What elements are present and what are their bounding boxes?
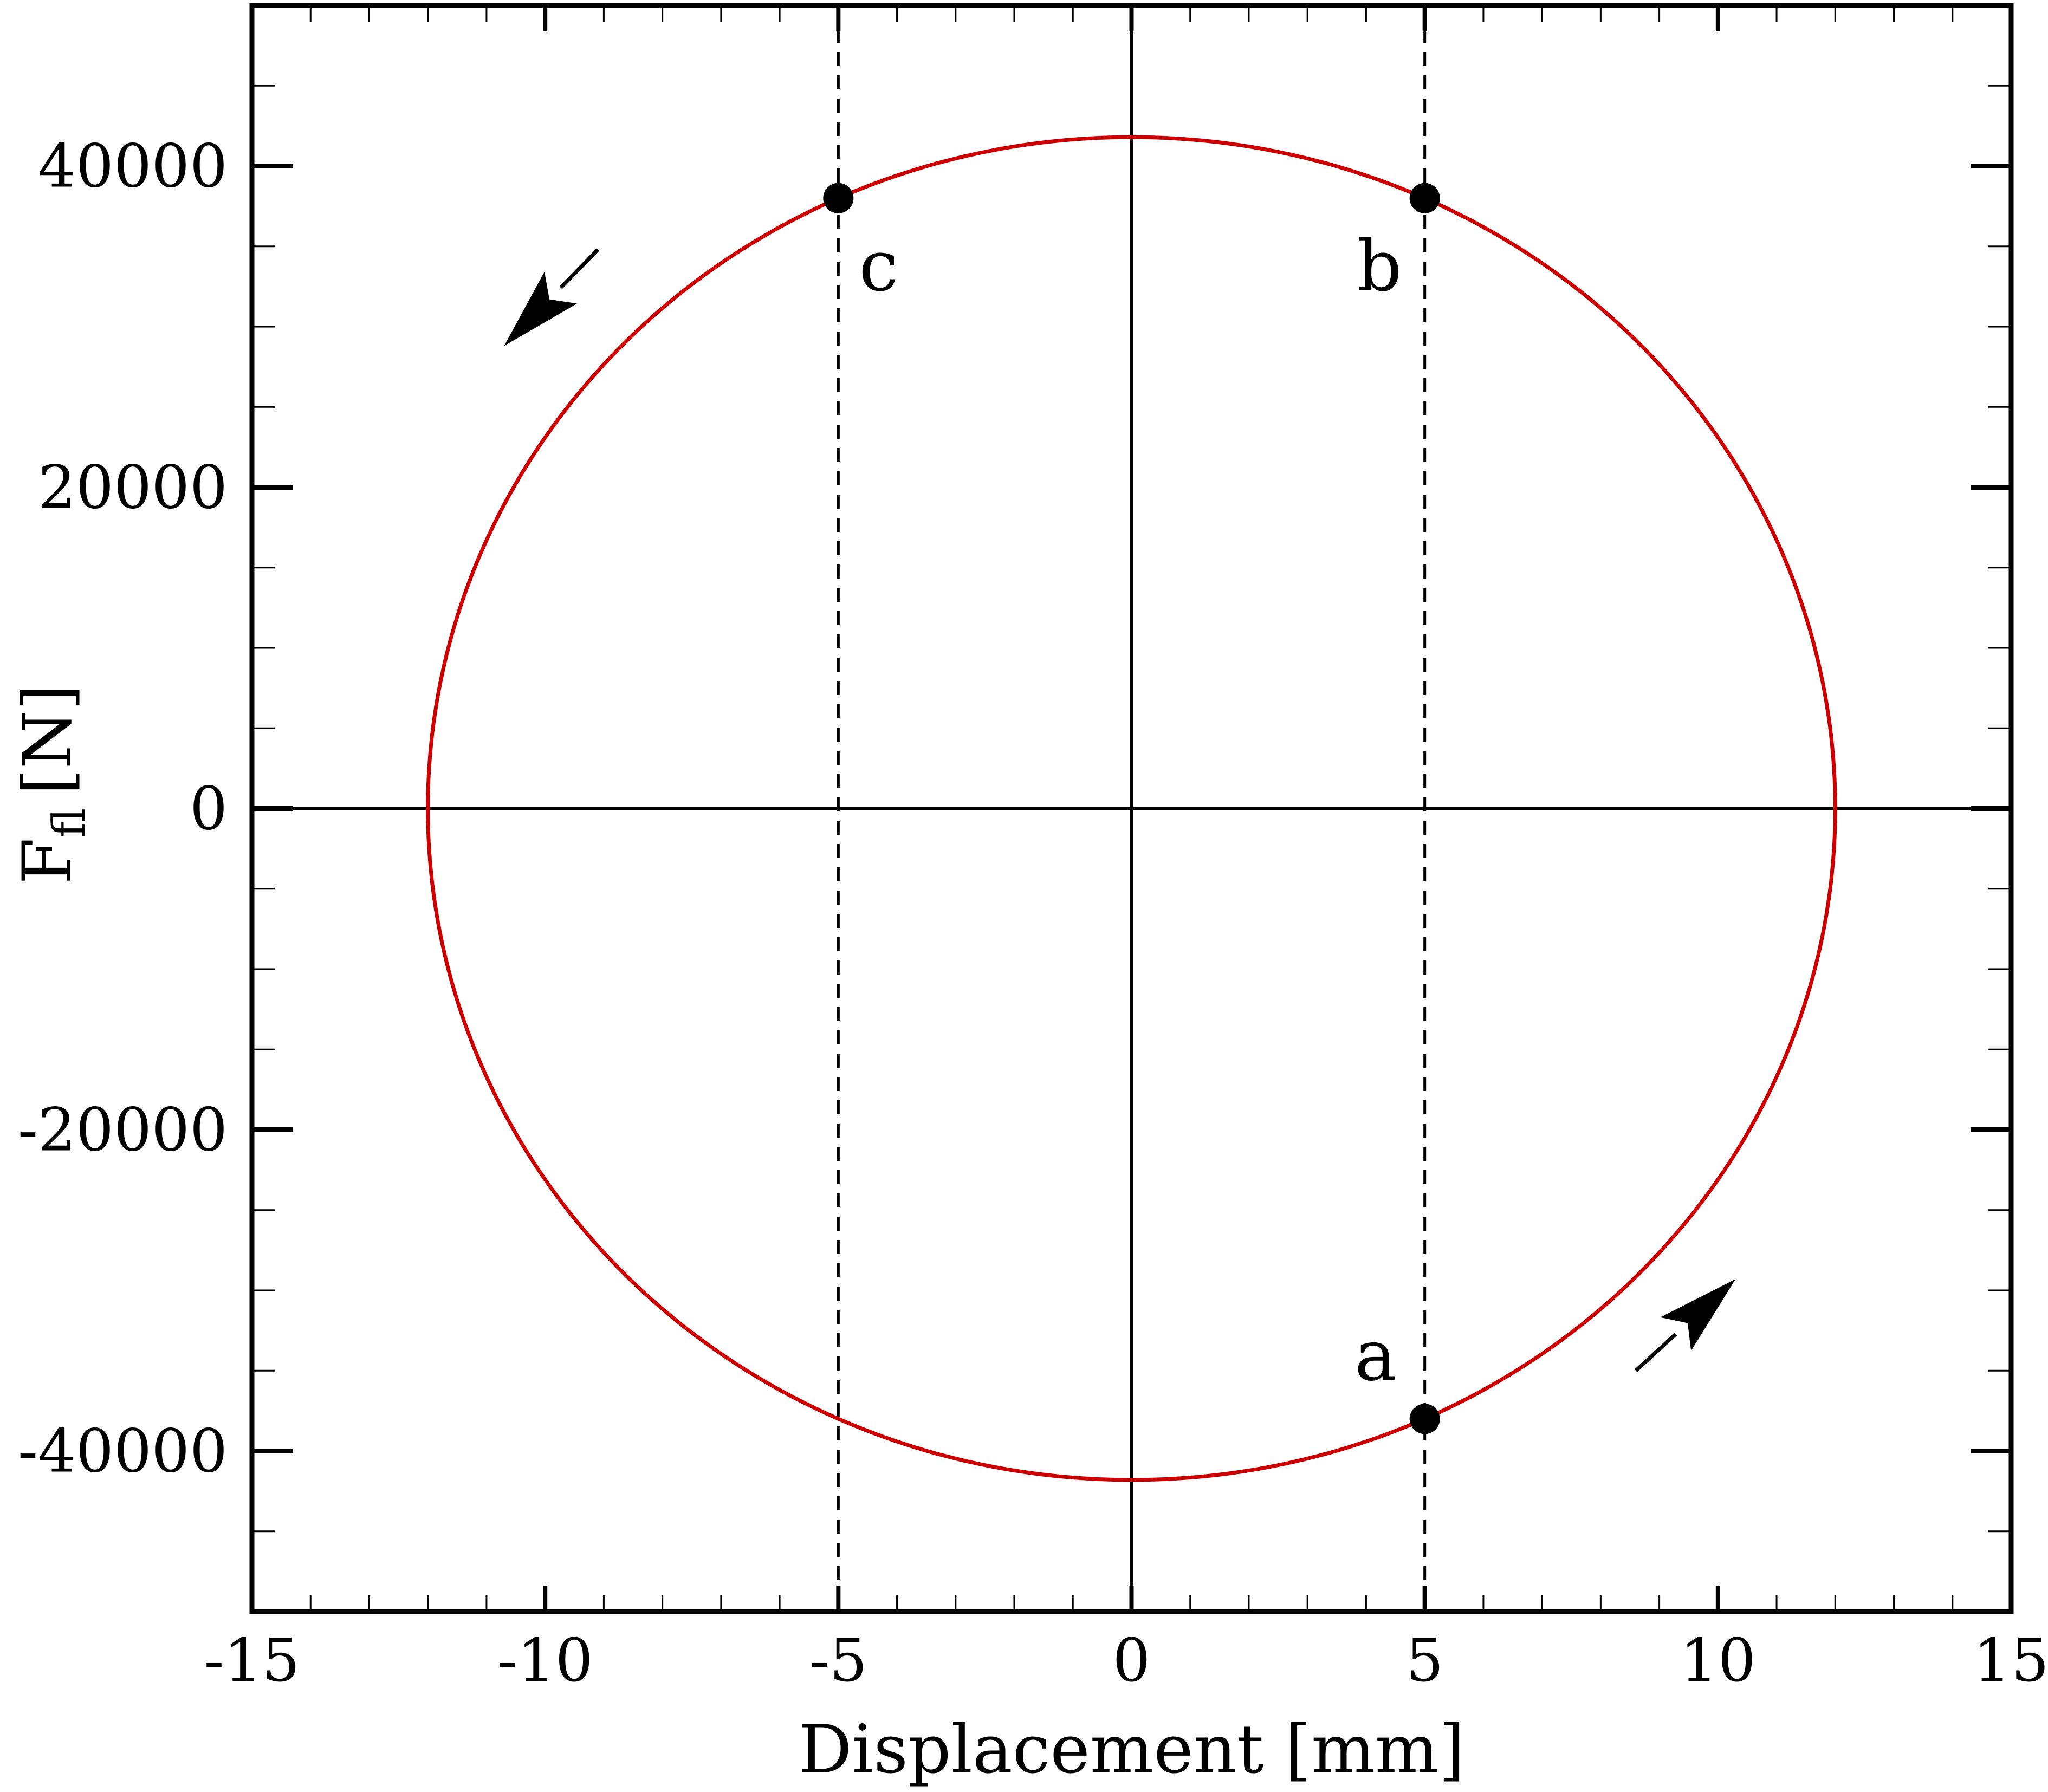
direction-arrow-shaft xyxy=(1634,1333,1677,1372)
x-tick-label: -10 xyxy=(497,1626,593,1695)
y-tick-label: -20000 xyxy=(18,1095,228,1165)
point-label-b: b xyxy=(1357,225,1402,307)
x-tick-label: -5 xyxy=(809,1626,867,1695)
series-layer xyxy=(426,135,1837,1482)
direction-arrow-head xyxy=(504,271,578,346)
y-axis-title-main: F xyxy=(9,837,87,884)
direction-arrow-shaft xyxy=(559,248,600,289)
y-tick-label: -40000 xyxy=(18,1417,228,1486)
y-tick-label: 20000 xyxy=(38,453,228,522)
tick-labels: -15 -10 -5 0 5 10 15 -40000 -20000 0 20000 40000 xyxy=(18,132,2048,1696)
y-axis-title-subscript: fl xyxy=(44,808,95,838)
plot-frame xyxy=(249,3,2014,1614)
direction-arrows xyxy=(504,248,1736,1372)
y-tick-label: 40000 xyxy=(38,132,228,201)
reference-lines xyxy=(252,5,2011,1612)
x-tick-label: 10 xyxy=(1680,1626,1756,1695)
y-axis-title: Ffl [N] xyxy=(9,684,95,884)
series-line xyxy=(426,135,1837,1482)
y-axis-title-unit: [N] xyxy=(9,684,87,795)
y-tick-label: 0 xyxy=(190,774,228,843)
x-tick-label: -15 xyxy=(204,1626,300,1695)
x-tick-label: 0 xyxy=(1113,1626,1151,1695)
point-label-c: c xyxy=(859,225,898,307)
x-tick-label: 15 xyxy=(1973,1626,2048,1695)
direction-arrow-head xyxy=(1660,1279,1736,1351)
point-marker-a xyxy=(1409,1404,1440,1434)
x-tick-label: 5 xyxy=(1406,1626,1444,1695)
point-marker-c xyxy=(823,183,854,213)
point-marker-b xyxy=(1409,183,1440,213)
point-label-a: a xyxy=(1354,1314,1397,1397)
marked-points: a b c xyxy=(823,183,1440,1434)
x-axis-title: Displacement [mm] xyxy=(798,1711,1465,1789)
